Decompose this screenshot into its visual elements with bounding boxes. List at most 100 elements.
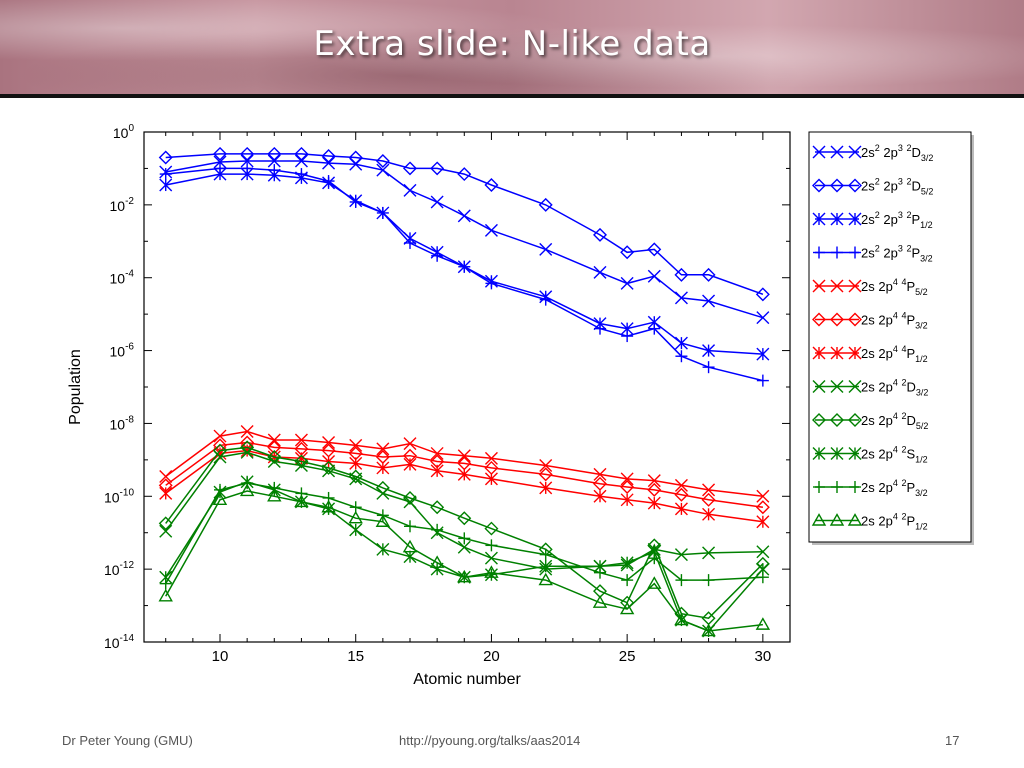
legend-box <box>808 131 972 543</box>
data-point-marker <box>702 546 716 560</box>
data-point-marker <box>458 260 471 273</box>
data-point-marker <box>321 460 336 475</box>
data-point-marker <box>403 437 417 451</box>
y-tick-label: 10-6 <box>110 342 135 360</box>
data-point-marker <box>240 440 255 455</box>
legend-label: 2s 2p4 2P1/2 <box>861 512 928 532</box>
legend-label: 2s 2p4 4P1/2 <box>861 344 928 364</box>
data-point-marker <box>620 472 634 486</box>
data-point-marker <box>702 574 715 587</box>
data-point-marker <box>485 539 498 552</box>
footer-author: Dr Peter Young (GMU) <box>62 733 193 748</box>
data-point-marker <box>674 291 688 305</box>
legend-entry: 2s 2p4 4P1/2 <box>812 344 928 364</box>
data-point-marker <box>755 500 770 515</box>
slide-number: 17 <box>945 733 960 748</box>
data-point-marker <box>539 459 553 472</box>
series-line <box>165 449 764 523</box>
data-point-marker <box>539 548 552 561</box>
data-point-marker <box>593 265 607 279</box>
y-tick-label: 100 <box>113 123 135 141</box>
legend-label: 2s2 2p3 2P1/2 <box>861 210 933 230</box>
data-point-marker <box>674 336 688 350</box>
series-5 <box>159 425 770 503</box>
data-point-marker <box>848 212 862 226</box>
data-point-marker <box>404 520 416 533</box>
data-point-marker <box>431 249 444 262</box>
data-point-marker <box>484 551 498 565</box>
data-point-marker <box>848 312 862 327</box>
data-point-marker <box>159 168 172 181</box>
data-point-marker <box>376 206 389 219</box>
data-point-marker <box>756 515 770 529</box>
data-point-marker <box>594 566 606 579</box>
series-line <box>165 167 764 382</box>
data-point-marker <box>812 346 826 360</box>
data-point-marker <box>484 565 499 578</box>
data-point-marker <box>213 429 227 443</box>
data-point-marker <box>813 246 825 259</box>
data-point-marker <box>593 227 607 242</box>
legend-label: 2s 2p4 2S1/2 <box>861 445 928 465</box>
data-point-marker <box>214 162 226 175</box>
data-point-marker <box>620 276 634 290</box>
data-point-marker <box>240 425 254 439</box>
data-point-marker <box>620 556 634 570</box>
data-point-marker <box>457 167 472 182</box>
data-point-marker <box>322 175 335 188</box>
data-point-marker <box>830 380 844 393</box>
data-point-marker <box>403 490 417 505</box>
data-point-marker <box>848 346 862 360</box>
data-point-marker <box>848 145 862 159</box>
data-point-marker <box>294 454 309 469</box>
data-point-marker <box>755 287 770 302</box>
data-point-marker <box>538 197 553 212</box>
data-point-marker <box>294 146 309 161</box>
data-point-marker <box>849 246 861 259</box>
data-point-marker <box>457 569 472 583</box>
data-point-marker <box>430 500 445 515</box>
data-point-marker <box>241 162 254 175</box>
data-point-marker <box>484 472 498 486</box>
data-point-marker <box>376 461 390 475</box>
data-point-marker <box>756 374 769 387</box>
data-point-marker <box>457 467 471 481</box>
legend-entry: 2s 2p4 4P5/2 <box>812 277 928 297</box>
data-point-marker <box>484 451 498 465</box>
series-line <box>165 446 764 620</box>
y-tick-label: 10-10 <box>104 487 134 505</box>
data-point-marker <box>403 550 417 564</box>
data-point-marker <box>240 444 254 458</box>
data-point-marker <box>831 246 843 259</box>
series-line <box>165 160 764 319</box>
data-point-marker <box>158 588 173 602</box>
data-point-marker <box>702 294 716 308</box>
data-point-marker <box>830 212 844 226</box>
x-tick-label: 20 <box>483 648 500 665</box>
data-point-marker <box>674 502 688 516</box>
data-point-marker <box>375 154 390 168</box>
y-tick-label: 10-14 <box>104 633 134 651</box>
series-line <box>165 441 764 509</box>
data-point-marker <box>648 552 661 565</box>
banner-divider <box>0 94 1024 98</box>
data-point-marker <box>159 577 172 590</box>
data-point-marker <box>848 178 862 193</box>
data-point-marker <box>847 513 863 526</box>
data-point-marker <box>403 161 417 176</box>
data-point-marker <box>812 447 826 460</box>
data-point-marker <box>647 576 662 589</box>
data-point-marker <box>484 178 499 193</box>
data-point-marker <box>349 438 363 452</box>
data-point-marker <box>267 146 282 161</box>
data-point-marker <box>159 178 173 192</box>
data-point-marker <box>674 487 689 502</box>
data-point-marker <box>403 457 417 471</box>
data-point-marker <box>349 523 363 537</box>
data-point-marker <box>212 492 228 506</box>
data-point-marker <box>813 481 825 493</box>
x-tick-label: 30 <box>755 648 772 665</box>
data-point-marker <box>830 413 844 427</box>
data-point-marker <box>620 245 635 260</box>
footer-url: http://pyoung.org/talks/aas2014 <box>399 733 581 748</box>
